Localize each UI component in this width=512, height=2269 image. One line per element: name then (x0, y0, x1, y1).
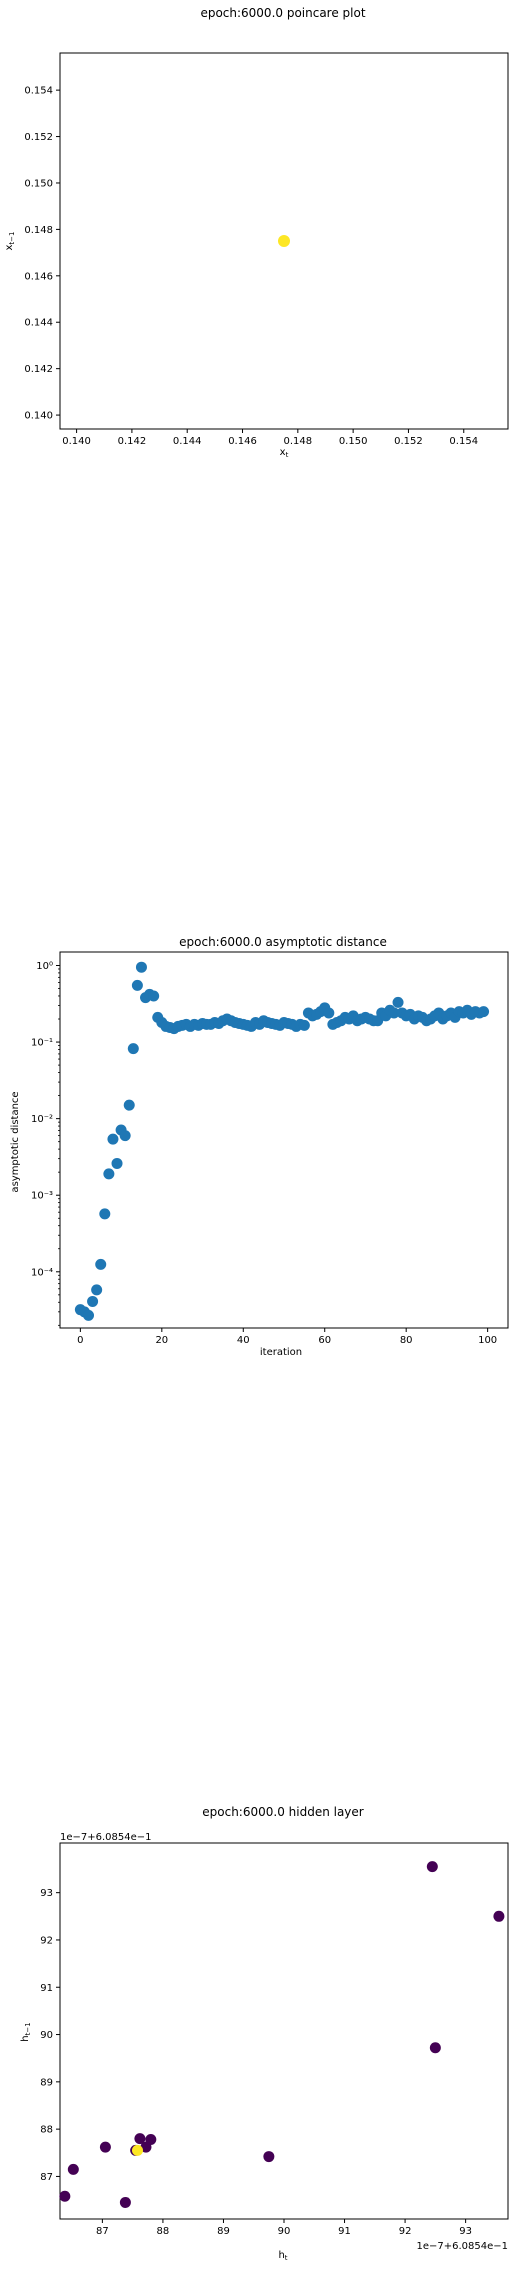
chart1-y-tick-label: 0.140 (24, 411, 53, 422)
chart1-x-tick-label: 0.152 (394, 436, 423, 447)
chart2-data-point (298, 1019, 310, 1031)
chart1-x-label: xt (280, 447, 289, 459)
chart1-y-tick-label: 0.150 (24, 178, 53, 189)
chart3-data-point (145, 2134, 157, 2146)
chart3-x-tick-label: 91 (338, 2226, 351, 2237)
chart2-data-point (83, 1309, 95, 1321)
chart1-x-tick-label: 0.140 (62, 436, 91, 447)
chart3-plot-area (59, 1842, 509, 2220)
chart3-y-offset-label: 1e−7+6.0854e−1 (60, 1832, 152, 1843)
chart3-data-point (99, 2141, 111, 2153)
chart2-data-point (392, 996, 404, 1008)
chart2-data-point (111, 1157, 123, 1169)
chart3-data-point (426, 1861, 438, 1873)
hidden-layer-chart: epoch:6000.0 hidden layer 1e−7+6.0854e−1… (20, 1805, 509, 2262)
chart1-x-tick-label: 0.150 (339, 436, 368, 447)
chart1-y-tick-label: 0.146 (24, 271, 53, 282)
chart2-y-tick-label: 10⁻⁴ (31, 1267, 53, 1278)
chart2-data-point (107, 1133, 119, 1145)
asymptotic-distance-chart: epoch:6000.0 asymptotic distance 0 20 40 60… (10, 935, 509, 1358)
chart3-y-tick-label: 89 (40, 2077, 53, 2088)
chart2-data-point (131, 979, 143, 991)
chart3-y-tick-label: 88 (40, 2125, 53, 2136)
chart2-x-tick-label: 60 (318, 1335, 331, 1346)
chart3-x-tick-label: 88 (157, 2226, 170, 2237)
chart2-data-point (87, 1295, 99, 1307)
chart1-x-tick-label: 0.142 (118, 436, 147, 447)
chart2-data-point (103, 1168, 115, 1180)
chart3-y-tick-label: 87 (40, 2172, 53, 2183)
chart3-x-tick-label: 90 (278, 2226, 291, 2237)
chart3-data-point (67, 2163, 79, 2175)
chart2-y-tick-label: 10⁻² (31, 1114, 53, 1125)
chart2-x-tick-label: 0 (77, 1335, 83, 1346)
chart1-plot-area (59, 52, 509, 430)
chart2-x-tick-label: 100 (478, 1335, 497, 1346)
chart3-data-point (134, 2133, 146, 2145)
chart1-data-point (278, 235, 290, 247)
chart1-y-tick-label: 0.148 (24, 225, 53, 236)
chart3-data-point (119, 2196, 131, 2208)
chart3-data-point (429, 2042, 441, 2054)
chart3-data-point (59, 2190, 71, 2202)
chart1-y-tick-label: 0.142 (24, 364, 53, 375)
chart2-data-point (119, 1130, 131, 1142)
chart1-x-tick-label: 0.144 (173, 436, 202, 447)
chart2-data-point (148, 990, 160, 1002)
chart3-x-offset-label: 1e−7+6.0854e−1 (416, 2241, 508, 2252)
chart2-y-label: asymptotic distance (10, 1091, 21, 1192)
chart3-x-tick-label: 93 (459, 2226, 472, 2237)
chart3-y-tick-label: 90 (40, 2030, 53, 2041)
chart3-x-tick-label: 87 (96, 2226, 109, 2237)
chart3-y-tick-label: 92 (40, 1935, 53, 1946)
chart3-x-tick-label: 89 (217, 2226, 230, 2237)
chart1-x-tick-label: 0.146 (228, 436, 257, 447)
chart2-data-point (127, 1043, 139, 1055)
chart3-data-point (131, 2144, 143, 2156)
chart1-x-tick-label: 0.154 (449, 436, 478, 447)
chart1-y-tick-label: 0.154 (24, 86, 53, 97)
chart2-y-tick-label: 10⁰ (36, 961, 53, 972)
chart2-x-tick-label: 40 (237, 1335, 250, 1346)
chart2-title: epoch:6000.0 asymptotic distance (179, 935, 387, 949)
chart1-y-tick-label: 0.144 (24, 318, 53, 329)
chart3-y-tick-label: 91 (40, 1983, 53, 1994)
chart2-x-label: iteration (260, 1347, 302, 1358)
chart2-x-tick-label: 20 (155, 1335, 168, 1346)
chart1-title: epoch:6000.0 poincare plot (200, 6, 365, 20)
chart3-title: epoch:6000.0 hidden layer (202, 1805, 364, 1819)
chart2-data-point (99, 1208, 111, 1220)
chart2-data-point (478, 1006, 490, 1018)
chart2-data-point (135, 961, 147, 973)
chart2-y-tick-label: 10⁻¹ (31, 1038, 53, 1049)
chart3-y-label: ht−1 (20, 2022, 32, 2041)
chart3-data-point (263, 2151, 275, 2163)
chart3-y-tick-label: 93 (40, 1888, 53, 1899)
chart3-x-label: ht (278, 2250, 287, 2262)
chart3-x-tick-label: 92 (399, 2226, 412, 2237)
poincare-plot-chart: epoch:6000.0 poincare plot 0.140 0.142 0.1… (4, 6, 509, 459)
chart2-y-tick-label: 10⁻³ (31, 1191, 53, 1202)
chart3-data-point (493, 1910, 505, 1922)
chart2-data-point (95, 1258, 107, 1270)
chart2-data-point (91, 1284, 103, 1296)
chart2-x-tick-label: 80 (400, 1335, 413, 1346)
chart2-data-point (123, 1099, 135, 1111)
chart2-data-point (323, 1007, 335, 1019)
chart2-data-point (388, 1007, 400, 1019)
chart1-y-label: xt−1 (4, 232, 16, 251)
chart2-plot-area (59, 951, 509, 1329)
chart1-x-tick-label: 0.148 (284, 436, 313, 447)
chart1-y-tick-label: 0.152 (24, 132, 53, 143)
